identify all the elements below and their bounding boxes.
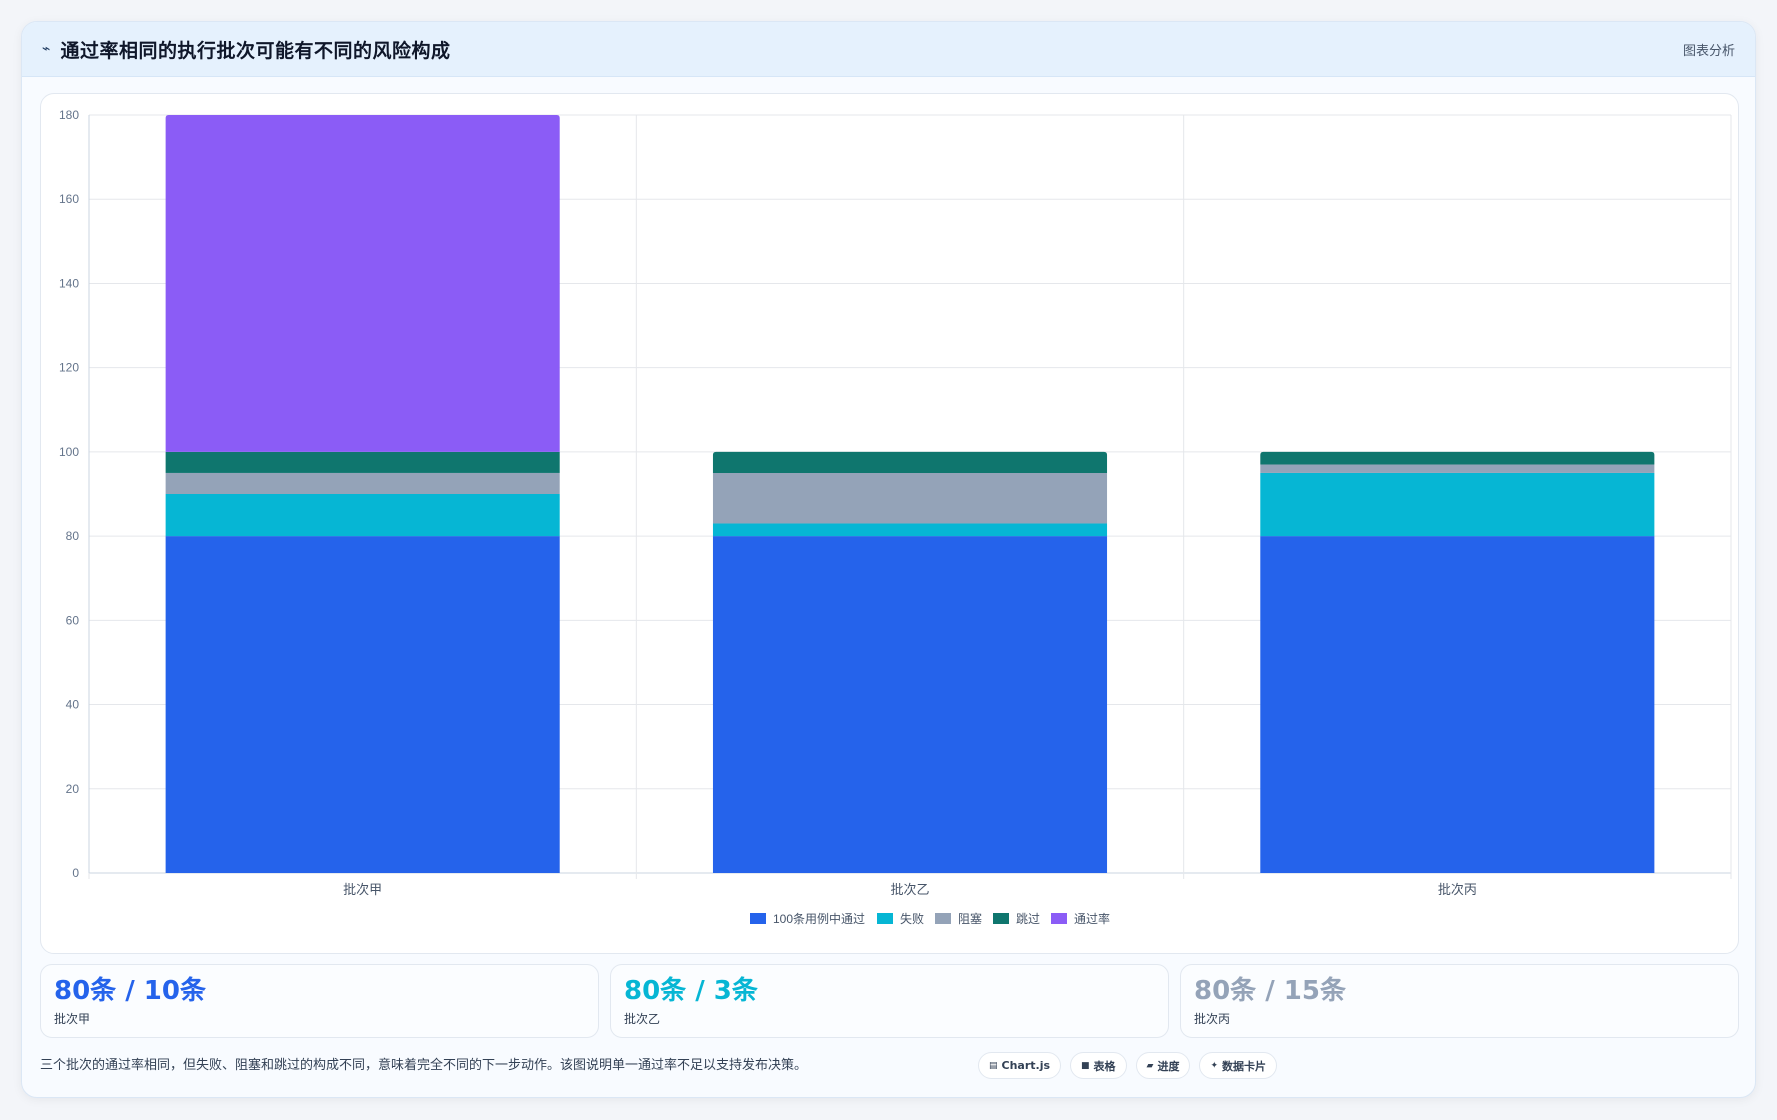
legend-swatch xyxy=(993,913,1009,924)
trend-icon: ⌁ xyxy=(42,41,51,57)
stat-label: 批次甲 xyxy=(54,1012,91,1026)
y-tick-label: 60 xyxy=(66,613,80,627)
data-card-icon: ✦ xyxy=(1210,1060,1219,1071)
y-tick-label: 40 xyxy=(66,698,80,712)
bar-segment xyxy=(712,523,1108,537)
bar-segment xyxy=(165,494,560,537)
chip-data-card[interactable]: ✦ 数据卡片 xyxy=(1199,1052,1278,1079)
y-tick-label: 140 xyxy=(59,276,79,290)
stat-card-a: 80条 / 10条 批次甲 xyxy=(40,964,599,1038)
legend-label: 通过率 xyxy=(1074,911,1110,926)
card-header: ⌁ 通过率相同的执行批次可能有不同的风险构成 图表分析 xyxy=(22,22,1755,77)
y-tick-label: 100 xyxy=(59,445,79,459)
stat-label: 批次乙 xyxy=(624,1012,661,1026)
bar-segment xyxy=(712,472,1108,524)
x-tick-label: 批次丙 xyxy=(1438,882,1477,897)
stat-label: 批次丙 xyxy=(1194,1012,1231,1026)
legend-swatch xyxy=(750,913,766,924)
bar-segment xyxy=(1260,464,1655,473)
legend-swatch xyxy=(935,913,951,924)
table-icon: ■ xyxy=(1081,1060,1090,1071)
y-tick-label: 180 xyxy=(59,108,79,122)
progress-icon: ▰ xyxy=(1146,1060,1154,1071)
chip-label: 数据卡片 xyxy=(1222,1059,1267,1073)
bar-segment xyxy=(712,536,1108,873)
bar-segment xyxy=(1260,536,1655,873)
y-tick-label: 20 xyxy=(66,782,80,796)
stacked-bar-chart: 0 20 40 60 80 100 120 140 160 180 批次甲 批次乙 批次丙 100条用例中… xyxy=(59,108,1732,926)
bar-segment xyxy=(1260,472,1655,537)
card-title: 通过率相同的执行批次可能有不同的风险构成 xyxy=(60,39,451,62)
x-tick-label: 批次甲 xyxy=(343,882,382,897)
chip-chartjs[interactable]: ▤ Chart.js xyxy=(978,1052,1062,1079)
chart-analysis-link[interactable]: 图表分析 xyxy=(1682,44,1735,59)
bar-segment xyxy=(712,451,1108,473)
stat-value: 80条 / 10条 xyxy=(54,976,206,1006)
chip-label: 进度 xyxy=(1157,1059,1180,1073)
legend-swatch xyxy=(877,913,893,924)
chart-container: 0 20 40 60 80 100 120 140 160 180 批次甲 批次乙 批次丙 100条用例中… xyxy=(40,93,1739,954)
bar-segment xyxy=(1260,451,1655,465)
y-tick-label: 160 xyxy=(59,192,79,206)
stat-value: 80条 / 3条 xyxy=(624,976,758,1006)
chart-icon: ▤ xyxy=(989,1060,998,1071)
legend-label: 100条用例中通过 xyxy=(773,911,865,926)
card-footer: 三个批次的通过率相同，但失败、阻塞和跳过的构成不同，意味着完全不同的下一步动作。… xyxy=(40,1046,1739,1086)
chip-label: Chart.js xyxy=(1001,1059,1051,1072)
stat-card-c: 80条 / 15条 批次丙 xyxy=(1180,964,1739,1038)
y-tick-label: 80 xyxy=(66,529,80,543)
footer-note: 三个批次的通过率相同，但失败、阻塞和跳过的构成不同，意味着完全不同的下一步动作。… xyxy=(40,1058,808,1073)
y-tick-label: 0 xyxy=(72,866,79,880)
bar-segment xyxy=(165,115,560,452)
stat-cards: 80条 / 10条 批次甲 80条 / 3条 批次乙 80条 / 15条 批次丙 xyxy=(40,964,1739,1038)
stat-value: 80条 / 15条 xyxy=(1194,976,1346,1006)
chart-card: ⌁ 通过率相同的执行批次可能有不同的风险构成 图表分析 0 20 40 60 80 100… xyxy=(21,21,1756,1098)
legend-label: 跳过 xyxy=(1016,912,1040,926)
legend-swatch xyxy=(1051,913,1067,924)
legend-label: 阻塞 xyxy=(958,911,982,926)
chip-label: 表格 xyxy=(1093,1059,1116,1073)
chip-progress[interactable]: ▰ 进度 xyxy=(1135,1052,1191,1079)
bar-segment xyxy=(165,536,560,873)
y-tick-label: 120 xyxy=(59,361,79,375)
bar-segment xyxy=(165,472,560,494)
tag-chips: ▤ Chart.js ■ 表格 ▰ 进度 ✦ 数据卡片 xyxy=(978,1052,1278,1079)
bar-segment xyxy=(165,451,560,473)
legend-label: 失败 xyxy=(900,911,924,926)
stat-card-b: 80条 / 3条 批次乙 xyxy=(610,964,1169,1038)
chip-table[interactable]: ■ 表格 xyxy=(1070,1052,1127,1079)
x-tick-label: 批次乙 xyxy=(890,882,929,897)
